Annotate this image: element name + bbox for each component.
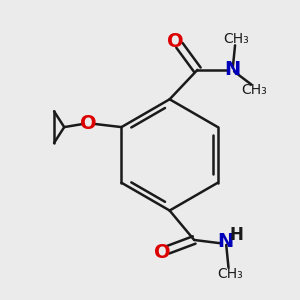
- Text: CH₃: CH₃: [241, 83, 267, 98]
- Text: O: O: [80, 114, 97, 133]
- Text: CH₃: CH₃: [217, 267, 243, 281]
- Text: H: H: [229, 226, 243, 244]
- Text: N: N: [225, 60, 241, 79]
- Text: O: O: [167, 32, 183, 51]
- Text: O: O: [154, 243, 170, 262]
- Text: CH₃: CH₃: [224, 32, 249, 46]
- Text: N: N: [218, 232, 234, 251]
